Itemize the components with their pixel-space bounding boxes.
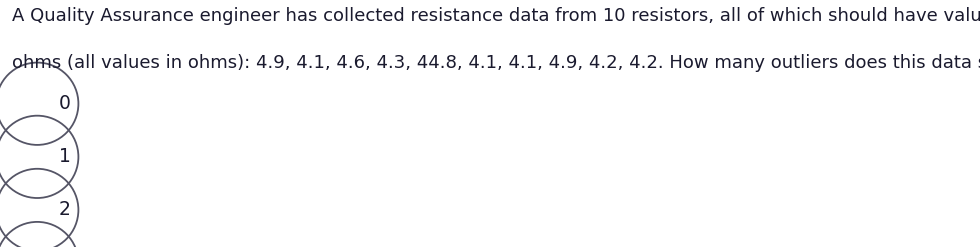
Text: 0: 0 — [59, 94, 71, 113]
Text: 1: 1 — [59, 147, 71, 166]
Text: ohms (all values in ohms): 4.9, 4.1, 4.6, 4.3, 44.8, 4.1, 4.1, 4.9, 4.2, 4.2. Ho: ohms (all values in ohms): 4.9, 4.1, 4.6… — [12, 54, 980, 72]
Text: 2: 2 — [59, 201, 71, 219]
Text: A Quality Assurance engineer has collected resistance data from 10 resistors, al: A Quality Assurance engineer has collect… — [12, 7, 980, 25]
